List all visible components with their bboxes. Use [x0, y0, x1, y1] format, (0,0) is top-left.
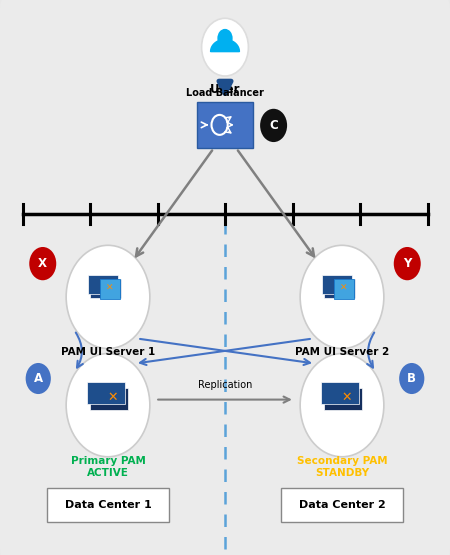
Polygon shape — [211, 39, 239, 52]
FancyBboxPatch shape — [87, 382, 125, 404]
Text: B: B — [407, 372, 416, 385]
Text: ✕: ✕ — [341, 391, 352, 405]
Text: ✕: ✕ — [107, 391, 118, 405]
Circle shape — [217, 29, 233, 48]
Circle shape — [399, 363, 424, 394]
FancyBboxPatch shape — [321, 382, 359, 404]
Text: Data Center 2: Data Center 2 — [299, 500, 385, 510]
Circle shape — [66, 245, 150, 349]
Circle shape — [66, 354, 150, 457]
Text: PAM UI Server 1: PAM UI Server 1 — [61, 347, 155, 357]
Text: ACTIVE: ACTIVE — [87, 468, 129, 478]
Text: Y: Y — [403, 257, 411, 270]
Text: Replication: Replication — [198, 380, 252, 390]
Text: A: A — [34, 372, 43, 385]
FancyBboxPatch shape — [90, 388, 128, 410]
Text: Secondary PAM: Secondary PAM — [297, 456, 387, 466]
Circle shape — [29, 247, 56, 280]
Circle shape — [202, 18, 248, 76]
Text: PAM UI Server 2: PAM UI Server 2 — [295, 347, 389, 357]
Circle shape — [26, 363, 51, 394]
Text: Primary PAM: Primary PAM — [71, 456, 145, 466]
Text: ✕: ✕ — [340, 284, 347, 292]
Text: Data Center 1: Data Center 1 — [65, 500, 151, 510]
FancyBboxPatch shape — [88, 275, 118, 294]
Circle shape — [300, 354, 384, 457]
Circle shape — [394, 247, 421, 280]
Text: X: X — [38, 257, 47, 270]
FancyBboxPatch shape — [47, 488, 169, 522]
Circle shape — [260, 109, 287, 142]
Text: User: User — [210, 83, 240, 96]
Text: Load Balancer: Load Balancer — [186, 88, 264, 98]
FancyBboxPatch shape — [100, 279, 120, 299]
FancyBboxPatch shape — [197, 102, 253, 148]
Circle shape — [300, 245, 384, 349]
FancyBboxPatch shape — [324, 388, 362, 410]
Text: ✕: ✕ — [106, 284, 113, 292]
FancyBboxPatch shape — [281, 488, 403, 522]
FancyBboxPatch shape — [334, 279, 354, 299]
FancyBboxPatch shape — [322, 275, 352, 294]
Text: STANDBY: STANDBY — [315, 468, 369, 478]
FancyBboxPatch shape — [324, 279, 355, 298]
Text: C: C — [269, 119, 278, 132]
FancyBboxPatch shape — [90, 279, 121, 298]
